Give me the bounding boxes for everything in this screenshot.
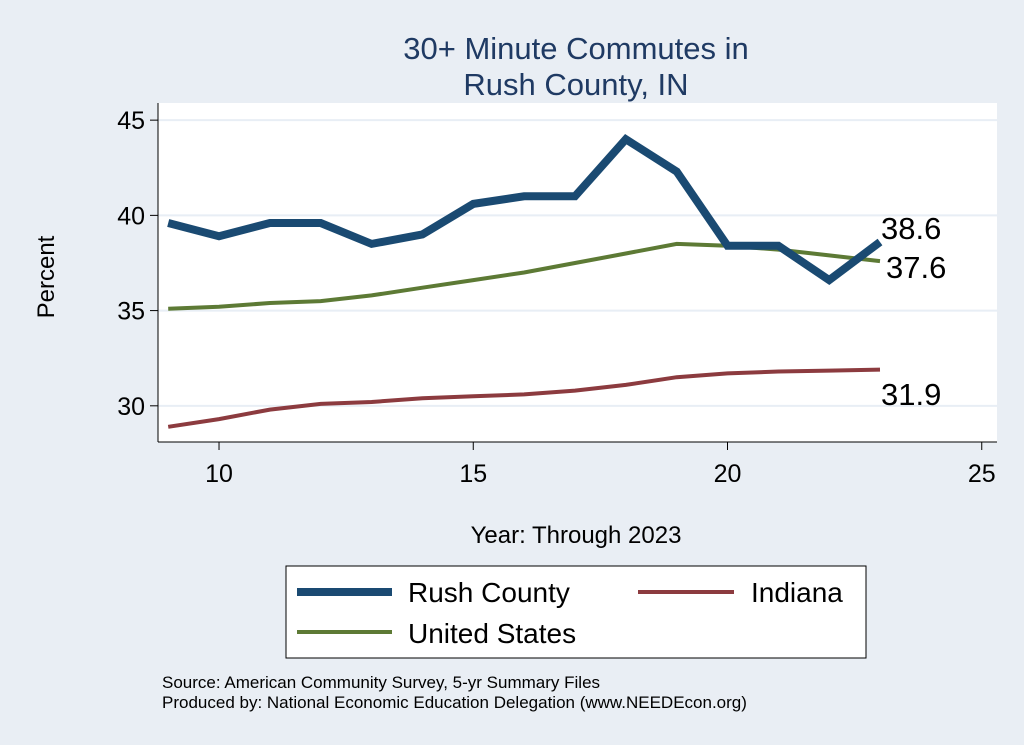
- legend: Rush County Indiana United States: [297, 577, 843, 649]
- chart-title-line-2: Rush County, IN: [463, 67, 688, 102]
- chart-title-line-1: 30+ Minute Commutes in: [403, 31, 748, 66]
- plot-area: [158, 103, 997, 442]
- y-tick-label: 45: [117, 107, 145, 135]
- end-labels: 38.6 31.9 37.6: [881, 211, 946, 412]
- x-tick-label: 15: [459, 460, 487, 488]
- source-note: Source: American Community Survey, 5-yr …: [162, 673, 600, 692]
- series-line-indiana: [167, 367, 881, 429]
- y-tick-label: 40: [117, 202, 145, 230]
- producer-note: Produced by: National Economic Education…: [162, 693, 747, 712]
- series-lines: [167, 133, 883, 429]
- x-tick-label: 25: [968, 460, 996, 488]
- legend-label-united-states: United States: [408, 618, 576, 649]
- legend-label-rush-county: Rush County: [408, 577, 570, 608]
- y-axis-label: Percent: [33, 235, 60, 318]
- series-line-rush-county: [167, 133, 883, 286]
- legend-box: [285, 565, 867, 659]
- x-tick-label: 20: [714, 460, 742, 488]
- x-axis-label: Year: Through 2023: [471, 522, 682, 549]
- end-label-united-states: 37.6: [886, 250, 946, 285]
- end-label-indiana: 31.9: [881, 377, 941, 412]
- end-label-rush-county: 38.6: [881, 211, 941, 246]
- axes: 30 35 40 45 10 15 20 25: [117, 103, 997, 488]
- legend-label-indiana: Indiana: [751, 577, 843, 608]
- x-tick-label: 10: [205, 460, 233, 488]
- y-tick-label: 35: [117, 298, 145, 326]
- y-tick-label: 30: [117, 393, 145, 421]
